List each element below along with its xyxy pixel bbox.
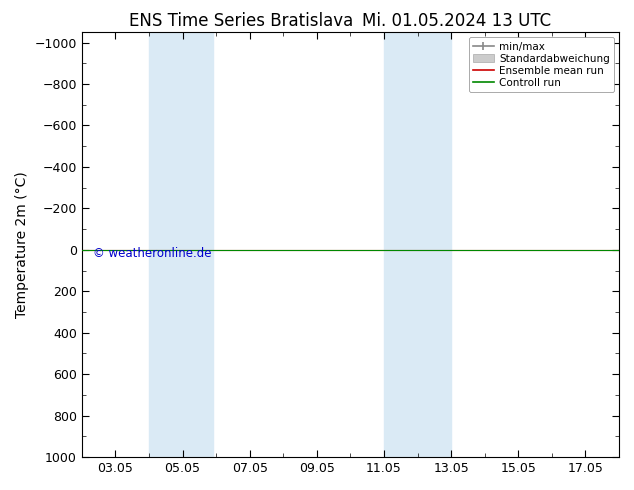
Y-axis label: Temperature 2m (°C): Temperature 2m (°C) xyxy=(15,172,29,318)
Text: Mi. 01.05.2024 13 UTC: Mi. 01.05.2024 13 UTC xyxy=(362,12,551,30)
Text: © weatheronline.de: © weatheronline.de xyxy=(93,247,211,260)
Bar xyxy=(149,32,213,457)
Text: ENS Time Series Bratislava: ENS Time Series Bratislava xyxy=(129,12,353,30)
Bar xyxy=(384,32,451,457)
Legend: min/max, Standardabweichung, Ensemble mean run, Controll run: min/max, Standardabweichung, Ensemble me… xyxy=(469,37,614,92)
